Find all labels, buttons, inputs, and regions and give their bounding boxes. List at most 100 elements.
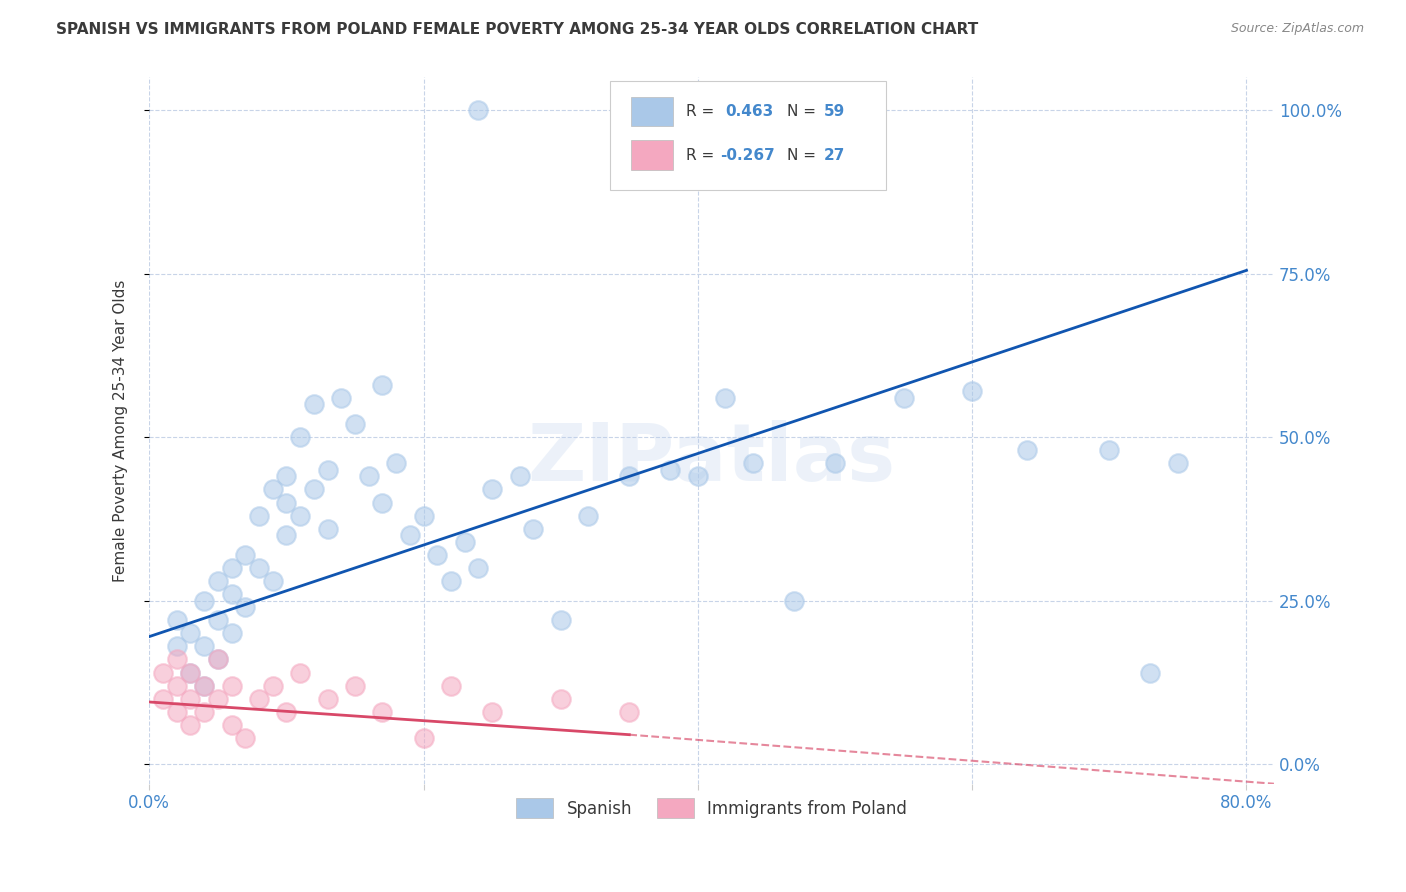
Text: 59: 59 <box>824 103 845 119</box>
Point <box>550 691 572 706</box>
Point <box>619 705 641 719</box>
Point <box>221 718 243 732</box>
Point <box>385 456 408 470</box>
FancyBboxPatch shape <box>610 81 886 191</box>
Point <box>686 469 709 483</box>
Point <box>179 665 201 680</box>
Point <box>412 508 434 523</box>
Point <box>371 495 394 509</box>
Point <box>276 528 298 542</box>
Text: 0.463: 0.463 <box>725 103 773 119</box>
Point <box>193 679 215 693</box>
Point <box>481 483 503 497</box>
Text: N =: N = <box>787 103 821 119</box>
Point <box>247 691 270 706</box>
Point <box>221 561 243 575</box>
Text: N =: N = <box>787 148 821 162</box>
Point <box>302 483 325 497</box>
Point <box>440 679 463 693</box>
Point <box>412 731 434 745</box>
Point <box>233 600 256 615</box>
Point <box>467 103 489 117</box>
Point <box>398 528 420 542</box>
Point <box>714 391 737 405</box>
Bar <box>631 96 673 126</box>
Point <box>193 593 215 607</box>
Point <box>276 705 298 719</box>
Point <box>166 679 188 693</box>
Point <box>288 430 311 444</box>
Point <box>454 534 477 549</box>
Point <box>467 561 489 575</box>
Point <box>247 508 270 523</box>
Text: R =: R = <box>686 148 718 162</box>
Point <box>1139 665 1161 680</box>
Text: SPANISH VS IMMIGRANTS FROM POLAND FEMALE POVERTY AMONG 25-34 YEAR OLDS CORRELATI: SPANISH VS IMMIGRANTS FROM POLAND FEMALE… <box>56 22 979 37</box>
Point <box>221 626 243 640</box>
Text: -0.267: -0.267 <box>721 148 775 162</box>
Point <box>233 548 256 562</box>
Point <box>357 469 380 483</box>
Point <box>824 456 846 470</box>
Point <box>741 456 763 470</box>
Text: R =: R = <box>686 103 718 119</box>
Point <box>193 705 215 719</box>
Point <box>166 652 188 666</box>
Point <box>960 384 983 399</box>
Point <box>179 718 201 732</box>
Point <box>207 652 229 666</box>
Point <box>152 691 174 706</box>
Point <box>288 665 311 680</box>
Bar <box>631 140 673 170</box>
Point <box>316 522 339 536</box>
Point <box>276 469 298 483</box>
Point <box>371 377 394 392</box>
Point <box>193 640 215 654</box>
Point <box>619 469 641 483</box>
Point <box>440 574 463 588</box>
Point <box>276 495 298 509</box>
Point <box>207 613 229 627</box>
Point <box>166 613 188 627</box>
Point <box>550 613 572 627</box>
Legend: Spanish, Immigrants from Poland: Spanish, Immigrants from Poland <box>510 791 914 825</box>
Point <box>426 548 449 562</box>
Text: 27: 27 <box>824 148 845 162</box>
Point <box>152 665 174 680</box>
Point <box>179 626 201 640</box>
Point <box>330 391 353 405</box>
Point <box>166 705 188 719</box>
Point <box>262 483 284 497</box>
Point <box>509 469 531 483</box>
Point <box>207 652 229 666</box>
Point <box>179 691 201 706</box>
Text: Source: ZipAtlas.com: Source: ZipAtlas.com <box>1230 22 1364 36</box>
Point <box>1167 456 1189 470</box>
Point <box>247 561 270 575</box>
Point <box>316 463 339 477</box>
Point <box>659 463 682 477</box>
Point <box>207 691 229 706</box>
Point <box>221 587 243 601</box>
Point <box>1098 443 1121 458</box>
Point <box>783 593 806 607</box>
Point <box>288 508 311 523</box>
Point <box>893 391 915 405</box>
Point <box>481 705 503 719</box>
Point <box>343 417 366 431</box>
Point <box>166 640 188 654</box>
Point <box>262 679 284 693</box>
Y-axis label: Female Poverty Among 25-34 Year Olds: Female Poverty Among 25-34 Year Olds <box>114 279 128 582</box>
Point <box>207 574 229 588</box>
Point <box>179 665 201 680</box>
Point <box>1015 443 1038 458</box>
Point <box>221 679 243 693</box>
Point <box>343 679 366 693</box>
Point <box>193 679 215 693</box>
Point <box>316 691 339 706</box>
Point <box>522 522 544 536</box>
Point <box>233 731 256 745</box>
Point <box>576 508 599 523</box>
Point <box>262 574 284 588</box>
Text: ZIPatlas: ZIPatlas <box>527 420 896 498</box>
